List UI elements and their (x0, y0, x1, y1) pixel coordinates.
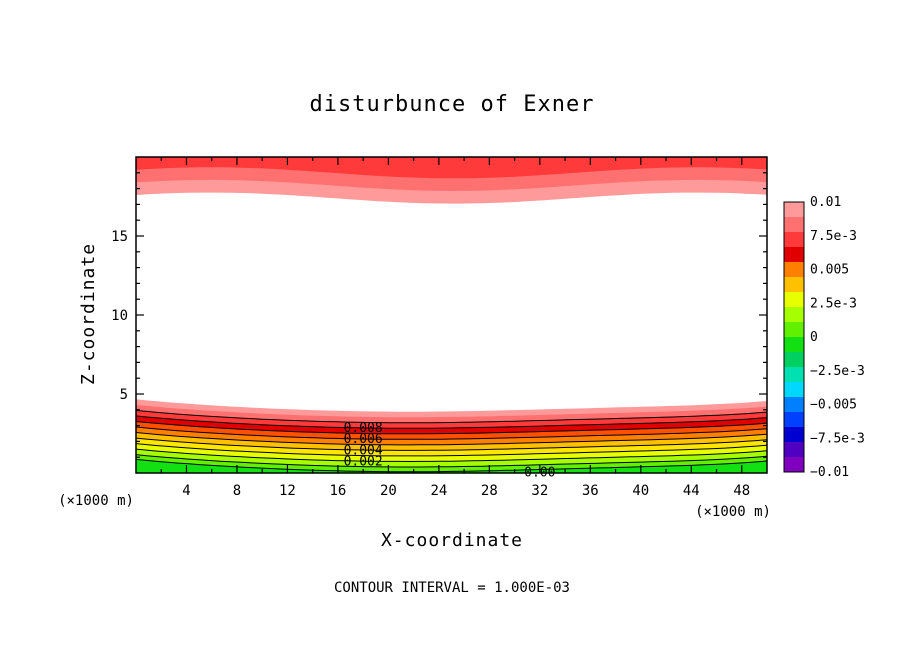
colorbar-swatch (784, 397, 804, 413)
y-axis-label: Z-coordinate (78, 243, 99, 385)
colorbar-label: −7.5e-3 (810, 431, 865, 446)
x-tick-labels: 4 8 12 16 20 24 28 32 36 40 44 48 (182, 483, 750, 499)
x-tick-label: 44 (683, 483, 700, 499)
colorbar-swatch (784, 232, 804, 248)
colorbar (783, 201, 805, 473)
x-axis-label: X-coordinate (381, 530, 523, 551)
colorbar-label: −0.01 (810, 465, 849, 480)
chart-title: disturbunce of Exner (310, 92, 595, 117)
contour-line-label: 0.00 (524, 465, 555, 480)
x-unit-label-right: (×1000 m) (695, 504, 771, 520)
contour-line (135, 437, 768, 451)
colorbar-label: 0.005 (810, 263, 849, 278)
y-tick-label: 5 (120, 387, 128, 403)
colorbar-label: −2.5e-3 (810, 364, 865, 379)
contour-line (135, 443, 768, 457)
x-tick-label: 48 (733, 483, 750, 499)
x-tick-label: 20 (380, 483, 397, 499)
colorbar-label: 0.01 (810, 195, 841, 210)
colorbar-swatch (784, 382, 804, 398)
y-tick-labels: 5 10 15 (111, 229, 128, 403)
colorbar-swatch (784, 247, 804, 263)
x-unit-label-left: (×1000 m) (58, 493, 134, 509)
colorbar-swatch (784, 292, 804, 308)
colorbar-swatch (784, 217, 804, 233)
colorbar-swatch (784, 322, 804, 338)
contour-interval-note: CONTOUR INTERVAL = 1.000E-03 (334, 580, 570, 596)
contour-line-layer (135, 409, 768, 473)
colorbar-swatch (784, 262, 804, 278)
contour-line (135, 458, 768, 473)
colorbar-frame (783, 201, 805, 473)
contour-line-label: 0.008 (344, 421, 383, 436)
x-tick-label: 32 (531, 483, 548, 499)
x-tick-label: 8 (233, 483, 241, 499)
colorbar-label: −0.005 (810, 398, 857, 413)
x-tick-label: 4 (182, 483, 190, 499)
colorbar-swatch (784, 337, 804, 353)
colorbar-swatch (784, 352, 804, 368)
colorbar-label: 7.5e-3 (810, 229, 857, 244)
contour-line (135, 415, 768, 429)
colorbar-swatch (784, 457, 804, 473)
contour-line (135, 426, 768, 440)
x-tick-label: 36 (582, 483, 599, 499)
x-tick-label: 28 (481, 483, 498, 499)
colorbar-swatch (784, 202, 804, 218)
contour-line-label: 0.002 (344, 454, 383, 469)
colorbar-swatch (784, 277, 804, 293)
y-tick-label: 10 (111, 308, 128, 324)
x-tick-label: 24 (430, 483, 447, 499)
axis-ticks (136, 157, 767, 473)
contour-line (135, 421, 768, 435)
contour-line (135, 409, 768, 424)
contour-line (135, 454, 768, 468)
contour-line (135, 448, 768, 463)
colorbar-label: 2.5e-3 (810, 296, 857, 311)
x-tick-label: 12 (279, 483, 296, 499)
contour-line (135, 432, 768, 446)
colorbar-swatch (784, 367, 804, 383)
colorbar-swatch (784, 442, 804, 458)
top-contour-band (136, 157, 767, 179)
x-tick-label: 16 (329, 483, 346, 499)
colorbar-labels: 0.01 7.5e-3 0.005 2.5e-3 0 −2.5e-3 −0.005 −7.5e… (810, 195, 865, 480)
y-tick-label: 15 (111, 229, 128, 245)
contour-line-label: 0.004 (344, 443, 383, 458)
contour-fill-layer (136, 157, 767, 473)
contour-line-label: 0.006 (344, 432, 383, 447)
colorbar-swatch (784, 307, 804, 323)
x-tick-label: 40 (632, 483, 649, 499)
colorbar-swatch (784, 412, 804, 428)
colorbar-label: 0 (810, 330, 818, 345)
colorbar-swatch (784, 427, 804, 443)
